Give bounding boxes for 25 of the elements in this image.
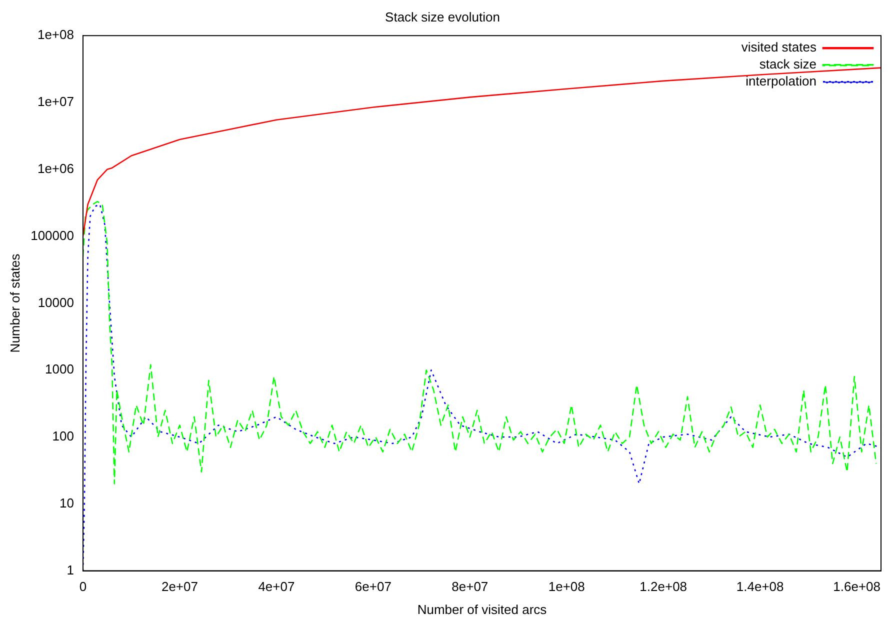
y-tick-label: 1	[66, 562, 74, 578]
x-axis-title: Number of visited arcs	[417, 602, 548, 617]
y-tick-label: 1e+08	[37, 27, 74, 42]
x-tick-label: 1e+08	[548, 579, 585, 594]
x-tick-label: 8e+07	[452, 579, 488, 594]
x-tick-label: 0	[79, 579, 87, 594]
x-tick-label: 1.2e+08	[640, 579, 688, 594]
x-tick-label: 4e+07	[258, 579, 295, 594]
x-tick-label: 2e+07	[161, 579, 198, 594]
y-axis-title: Number of states	[7, 253, 22, 353]
x-tick-label: 6e+07	[354, 579, 392, 594]
y-tick-label: 1000	[45, 362, 74, 377]
y-tick-label: 1e+07	[37, 94, 74, 110]
line-series	[82, 200, 877, 484]
x-tick-label: 1.6e+08	[833, 579, 880, 594]
y-tick-label: 10	[60, 495, 74, 510]
legend-label: visited states	[741, 40, 817, 55]
legend-label: interpolation	[746, 74, 816, 89]
legend-label: stack size	[759, 56, 816, 72]
y-tick-label: 1e+06	[37, 160, 74, 176]
x-tick-label: 1.4e+08	[736, 579, 784, 594]
y-tick-label: 10000	[38, 294, 74, 310]
y-tick-label: 100	[52, 428, 74, 444]
chart-title: Stack size evolution	[385, 9, 500, 24]
y-tick-label: 100000	[30, 228, 74, 243]
